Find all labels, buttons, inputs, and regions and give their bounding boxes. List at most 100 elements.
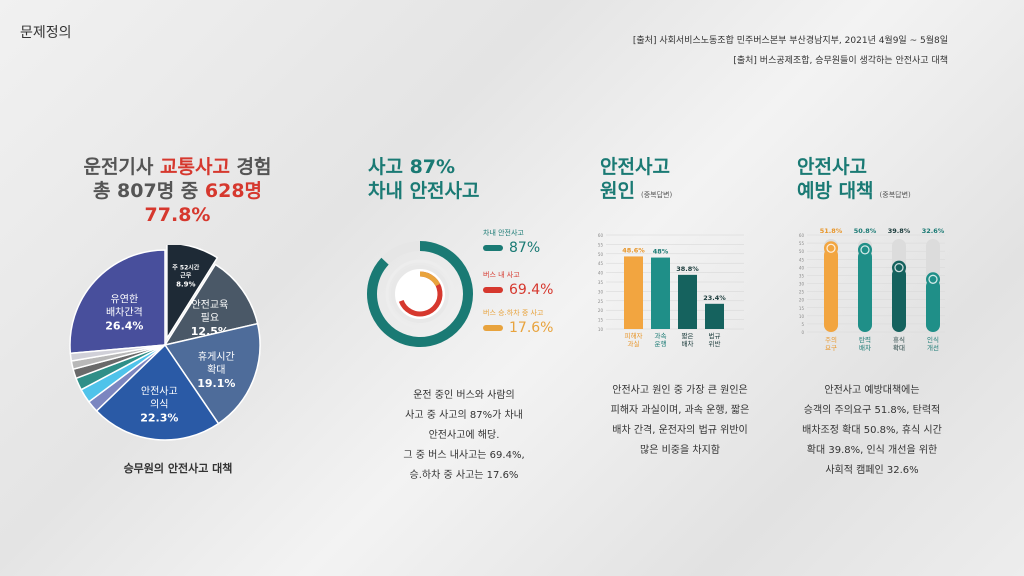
pie-slice-label: 휴게시간	[198, 351, 235, 363]
accident-description: 운전 중인 버스와 사람의 사고 중 사고의 87%가 차내 안전사고에 해당.…	[364, 386, 564, 486]
y-tick-label: 60	[598, 233, 604, 238]
x-tick-label: 법규	[709, 331, 721, 340]
donut-mid-ring	[385, 259, 455, 329]
title-line: 차내 안전사고	[368, 180, 480, 202]
value-knob-ring	[860, 245, 870, 255]
desc-line: 많은 비중을 차지함	[640, 445, 720, 456]
value-knob	[926, 272, 940, 287]
title-text: 경험	[229, 156, 272, 178]
value-bar	[858, 249, 872, 332]
y-tick-label: 50	[799, 249, 805, 254]
title-line: 안전사고	[600, 156, 670, 178]
donut-arc-onboard	[367, 241, 473, 347]
pie-slice-label: 안전교육	[191, 299, 228, 311]
y-tick-label: 55	[598, 242, 604, 247]
pie-slice	[69, 344, 166, 362]
y-tick-label: 5	[801, 322, 804, 327]
pie-slice-label: 안전사고	[141, 386, 178, 398]
pie-slice-label: 필요	[201, 312, 219, 324]
title-text: 총 807명 중	[92, 180, 205, 202]
duplicate-answer-note: (중복답변)	[640, 191, 673, 199]
y-tick-label: 25	[799, 290, 805, 295]
value-bar	[926, 279, 940, 332]
experience-percent: 77.8%	[144, 204, 211, 226]
bar	[651, 257, 670, 329]
bar-value-label: 38.8%	[676, 265, 699, 273]
pie-slice	[166, 245, 219, 341]
title-line: 원인	[600, 180, 635, 202]
legend-value: 17.6%	[509, 320, 554, 336]
y-tick-label: 55	[799, 241, 805, 246]
x-tick-label: 주의	[825, 335, 837, 344]
pie-slice-label: 확대	[207, 364, 225, 376]
x-tick-label: 위반	[709, 339, 721, 348]
bar-value-label: 23.4%	[703, 294, 726, 302]
x-tick-label: 짧은	[682, 332, 694, 340]
y-tick-label: 35	[799, 273, 805, 278]
legend-value: 69.4%	[509, 282, 554, 298]
legend-swatch	[483, 325, 503, 331]
bar-value-label: 39.8%	[888, 227, 911, 235]
pie-slice-value: 8.9%	[176, 280, 195, 288]
legend-item: 버스 승.하차 중 사고 17.6%	[483, 308, 553, 336]
cause-description: 안전사고 원인 중 가장 큰 원인은 피해자 과실이며, 과속 운행, 짧은 배…	[584, 381, 776, 461]
desc-line: 배차조정 확대 50.8%, 휴식 시간	[802, 425, 942, 436]
y-tick-label: 20	[598, 308, 604, 313]
value-knob-ring	[928, 274, 938, 284]
bar	[705, 303, 724, 329]
desc-line: 안전사고에 해당.	[428, 430, 500, 441]
desc-line: 그 중 버스 내사고는 69.4%,	[403, 450, 525, 461]
y-tick-label: 30	[799, 282, 805, 287]
y-tick-label: 20	[799, 298, 805, 303]
value-knob	[824, 241, 838, 256]
duplicate-answer-note: (중복답변)	[879, 191, 911, 199]
bar-value-label: 48%	[653, 248, 669, 256]
desc-line: 확대 39.8%, 인식 개선을 위한	[806, 445, 938, 456]
donut-arc-boarding	[419, 271, 441, 287]
y-tick-label: 50	[598, 252, 604, 257]
title-line: 사고 87%	[368, 156, 456, 178]
value-bar	[824, 248, 838, 332]
bar	[624, 256, 643, 329]
prevention-lollipop-chart: 0 5 10 15 20 25 30 35 40 45 50 55 60 51.8% 주의요구 50.8% 탄력…	[799, 227, 945, 352]
y-tick-label: 35	[598, 280, 604, 285]
pie-slice-value: 19.1%	[197, 377, 235, 390]
desc-line: 승객의 주의요구 51.8%, 탄력적	[803, 405, 941, 416]
desc-line: 운전 중인 버스와 사람의	[413, 390, 515, 401]
cause-section-title: 안전사고 원인 (중복답변)	[600, 155, 672, 207]
prevention-description: 안전사고 예방대책에는 승객의 주의요구 51.8%, 탄력적 배차조정 확대 …	[776, 381, 968, 481]
pie-slice-label: 의식	[150, 399, 168, 411]
legend-label: 버스 내 사고	[483, 271, 520, 279]
y-tick-label: 10	[598, 327, 604, 332]
x-tick-label: 배차	[859, 343, 871, 352]
value-knob-ring	[826, 243, 836, 253]
y-tick-label: 25	[598, 299, 604, 304]
pie-section-title: 운전기사 교통사고 경험 총 807명 중 628명 77.8%	[60, 155, 295, 227]
legend-swatch	[483, 245, 503, 251]
desc-line: 안전사고 원인 중 가장 큰 원인은	[612, 385, 748, 396]
legend-item: 버스 내 사고 69.4%	[483, 270, 553, 298]
x-tick-label: 탄력	[859, 335, 871, 344]
value-knob-ring	[894, 263, 904, 273]
x-tick-label: 피해자	[625, 331, 643, 340]
desc-line: 승.하차 중 사고는 17.6%	[409, 470, 519, 481]
prevention-section-title: 안전사고 예방 대책 (중복답변)	[797, 155, 911, 207]
pie-slice-label: 배차간격	[106, 306, 143, 319]
pie-slice	[163, 263, 259, 347]
x-tick-label: 확대	[893, 343, 905, 352]
bar-value-label: 48.6%	[622, 246, 645, 254]
value-knob	[858, 242, 872, 257]
donut-inner-ring	[391, 265, 449, 323]
y-tick-label: 15	[799, 306, 805, 311]
pie-slice	[95, 343, 220, 441]
desc-line: 사회적 캠페인 32.6%	[825, 465, 919, 476]
y-tick-label: 0	[801, 330, 804, 335]
y-tick-label: 30	[598, 289, 604, 294]
x-tick-label: 배차	[682, 339, 694, 348]
pie-slice	[69, 249, 166, 355]
legend-value: 87%	[509, 240, 541, 256]
legend-item: 차내 안전사고 87%	[483, 228, 540, 256]
y-tick-label: 40	[598, 271, 604, 276]
pie-slice-label: 근무	[180, 271, 192, 279]
